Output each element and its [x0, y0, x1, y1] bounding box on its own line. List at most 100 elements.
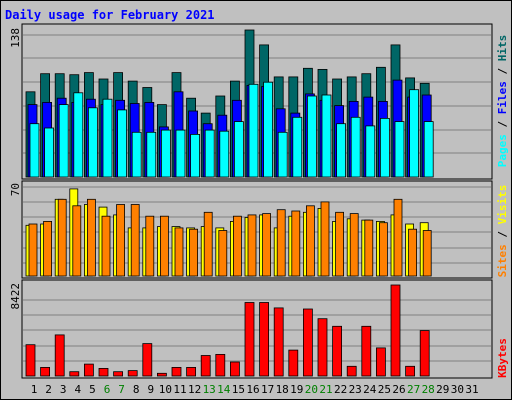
bar-kbytes-day-1 [25, 344, 36, 377]
bar-pages-day-3 [58, 104, 69, 178]
bar-pages-day-20 [306, 95, 317, 178]
x-tick-label-day-13: 13 [203, 383, 216, 396]
legend-entry: / [496, 61, 509, 81]
bar-pages-day-4 [73, 92, 84, 178]
bar-pages-day-9 [146, 131, 157, 178]
x-tick-label-day-4: 4 [74, 383, 81, 396]
bar-kbytes-day-19 [288, 349, 299, 377]
bar-sites-day-5 [87, 198, 96, 277]
bar-kbytes-day-22 [332, 325, 343, 377]
bar-kbytes-day-20 [302, 308, 313, 377]
bar-sites-day-10 [159, 215, 169, 277]
bar-kbytes-day-5 [84, 363, 94, 377]
bar-kbytes-day-16 [244, 302, 255, 377]
legend-entry: Hits [496, 35, 509, 62]
legend-entry: Sites [496, 244, 509, 277]
x-tick-label-day-17: 17 [261, 383, 274, 396]
bar-sites-day-25 [378, 222, 388, 277]
bar-kbytes-day-27 [405, 365, 416, 377]
x-tick-label-day-27: 27 [407, 383, 420, 396]
legend-entry: Files [496, 81, 509, 114]
x-tick-label-day-3: 3 [60, 383, 67, 396]
x-tick-label-day-10: 10 [159, 383, 172, 396]
bar-kbytes-day-23 [346, 365, 357, 377]
x-tick-label-day-20: 20 [305, 383, 318, 396]
bar-kbytes-day-9 [142, 343, 153, 377]
x-tick-label-day-26: 26 [392, 383, 405, 396]
bar-kbytes-day-24 [361, 325, 372, 377]
bar-pages-day-15 [233, 121, 244, 178]
x-tick-label-day-19: 19 [290, 383, 303, 396]
bar-kbytes-day-18 [273, 307, 284, 377]
x-tick-label-day-22: 22 [334, 383, 347, 396]
bar-pages-day-17 [263, 81, 274, 178]
x-tick-label-day-12: 12 [188, 383, 201, 396]
bar-pages-day-1 [29, 123, 40, 178]
bar-pages-day-8 [131, 131, 142, 178]
bar-sites-day-9 [145, 215, 155, 277]
bar-kbytes-day-17 [259, 302, 270, 377]
bar-pages-day-10 [160, 129, 171, 178]
bar-sites-day-12 [189, 228, 199, 277]
legend-entry: / [496, 114, 509, 134]
bar-pages-day-12 [190, 133, 201, 178]
bar-pages-day-16 [248, 83, 259, 178]
bar-kbytes-day-2 [40, 366, 50, 377]
x-tick-label-day-2: 2 [45, 383, 52, 396]
bar-kbytes-day-26 [390, 284, 401, 377]
bar-kbytes-day-10 [156, 372, 167, 377]
x-tick-label-day-29: 29 [436, 383, 449, 396]
bar-sites-day-1 [28, 223, 38, 277]
x-tick-label-day-16: 16 [246, 383, 259, 396]
y-max-label-bottom: 8422 [9, 283, 22, 310]
legend-entry: Pages [496, 134, 509, 167]
bar-sites-day-27 [408, 228, 418, 277]
bar-kbytes-day-14 [215, 353, 226, 377]
bar-sites-day-19 [291, 210, 301, 277]
bar-kbytes-day-4 [69, 371, 80, 377]
bar-pages-day-27 [409, 89, 420, 178]
bar-sites-day-20 [305, 205, 315, 277]
bar-pages-day-6 [102, 98, 113, 178]
x-tick-label-day-15: 15 [232, 383, 245, 396]
x-tick-label-day-23: 23 [349, 383, 362, 396]
legend-entry: / [496, 224, 509, 244]
bar-pages-day-11 [175, 129, 186, 178]
bar-kbytes-day-3 [54, 334, 65, 377]
bar-sites-day-26 [393, 198, 403, 277]
bar-sites-day-15 [232, 215, 242, 277]
bar-sites-day-11 [174, 227, 184, 277]
bar-sites-day-6 [101, 215, 111, 277]
bar-pages-day-25 [379, 118, 390, 178]
bar-sites-day-16 [247, 214, 257, 277]
x-tick-label-day-1: 1 [31, 383, 38, 396]
bar-kbytes-day-8 [127, 370, 138, 377]
x-tick-label-day-31: 31 [465, 383, 478, 396]
bar-kbytes-day-15 [229, 361, 240, 377]
bar-sites-day-3 [57, 198, 67, 277]
bar-pages-day-13 [204, 129, 215, 178]
bar-sites-day-2 [43, 220, 52, 277]
x-tick-label-day-9: 9 [147, 383, 154, 396]
bar-sites-day-13 [203, 211, 213, 277]
bar-kbytes-day-28 [419, 330, 430, 377]
bar-pages-day-28 [423, 121, 434, 178]
bar-pages-day-26 [394, 121, 405, 178]
y-max-label-top: 138 [9, 28, 22, 48]
legend-entry: Visits [496, 185, 509, 225]
x-tick-label-day-14: 14 [217, 383, 231, 396]
panel-bottom-background [21, 279, 493, 379]
chart-title: Daily usage for February 2021 [5, 8, 215, 22]
bar-pages-day-5 [88, 107, 98, 178]
bar-sites-day-21 [320, 201, 330, 277]
bar-pages-day-24 [365, 125, 376, 178]
bar-sites-day-28 [422, 230, 432, 277]
bar-sites-day-23 [349, 213, 359, 277]
legend-bottom: KBytes [496, 338, 509, 378]
x-tick-label-day-11: 11 [173, 383, 186, 396]
bar-sites-day-7 [116, 204, 125, 277]
bar-sites-day-4 [72, 205, 82, 277]
x-tick-label-day-7: 7 [118, 383, 125, 396]
bar-kbytes-day-12 [186, 366, 197, 377]
bar-pages-day-19 [292, 116, 303, 178]
